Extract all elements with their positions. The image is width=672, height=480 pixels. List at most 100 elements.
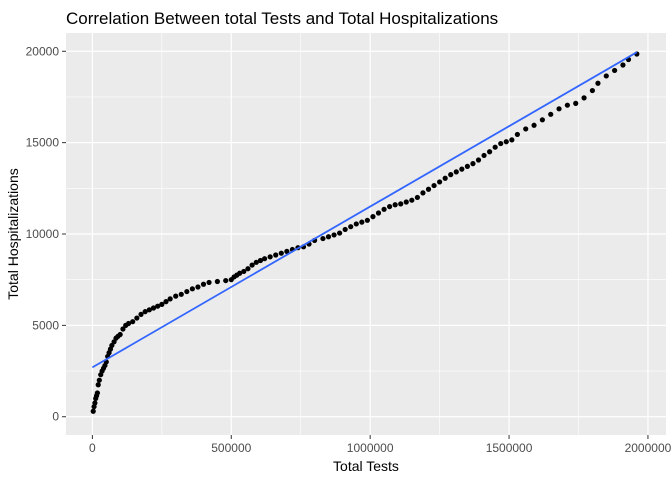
x-axis-title: Total Tests [333,458,399,474]
data-point [523,126,529,132]
y-tick-label: 10000 [26,227,60,241]
data-point [163,299,169,305]
x-tick-label: 1500000 [486,441,533,455]
data-point [189,286,195,292]
data-point [253,259,259,265]
data-point [548,111,554,117]
data-point [364,217,370,223]
data-point [514,131,520,138]
data-point [120,326,126,332]
data-point [381,206,387,212]
y-axis-ticks: 0 5000 10000 15000 20000 [26,44,66,424]
data-point [178,291,184,297]
data-point [470,161,476,167]
data-point [573,100,579,106]
data-point [437,179,443,185]
trend-line-group [91,51,638,369]
data-point [353,221,359,227]
data-point [92,400,98,406]
data-point [612,67,618,74]
data-point [159,301,165,307]
data-point [475,157,482,163]
data-point [90,408,96,414]
chart-title: Correlation Between total Tests and Tota… [66,9,498,28]
data-point [95,382,101,388]
y-tick-label: 5000 [32,318,59,332]
data-point [425,186,432,192]
data-point [142,309,148,315]
data-point [431,182,437,189]
data-point [414,194,420,201]
data-point [342,226,348,233]
data-point [96,377,102,383]
data-point [130,319,136,325]
data-point [257,257,264,264]
data-point [223,277,229,284]
x-tick-label: 1000000 [347,441,394,455]
data-point [237,270,243,276]
data-point [487,149,493,155]
data-point [325,234,332,240]
data-point [134,315,140,321]
data-point [464,163,470,169]
y-tick-label: 0 [52,410,59,424]
data-point [278,250,284,256]
data-point [150,305,157,311]
y-axis-title: Total Hospitalizations [5,168,21,300]
data-point [267,254,273,260]
data-point [241,268,247,275]
data-point [206,279,212,286]
data-point [392,202,398,208]
data-point [387,203,393,210]
data-point [375,210,382,216]
data-point [492,144,498,150]
data-point [125,320,132,327]
data-point [94,390,100,396]
data-point [442,175,448,181]
x-tick-label: 500000 [211,441,251,455]
data-point [448,172,454,178]
data-point [337,230,343,236]
data-point [509,137,515,143]
data-point [200,281,207,287]
data-point [138,311,144,317]
data-point [117,331,123,338]
y-tick-label: 15000 [26,136,60,150]
data-point [403,199,409,205]
data-point [249,262,255,268]
trend-line [91,51,638,369]
data-point [173,293,179,299]
data-point [498,140,504,147]
data-point [359,219,365,225]
data-point [453,169,459,175]
data-point [184,288,190,295]
data-point [409,197,415,203]
x-tick-label: 2000000 [625,441,672,455]
data-point [564,102,570,108]
y-tick-label: 20000 [26,44,60,58]
data-point [503,139,509,145]
data-point [539,117,545,123]
data-point [284,248,290,254]
major-gridlines [66,33,666,435]
data-point [195,284,201,290]
data-point [167,296,173,302]
data-point [262,256,268,262]
data-point [589,87,595,94]
data-point [531,122,537,128]
data-point [595,80,601,86]
x-axis-ticks: 0 500000 1000000 1500000 2000000 [89,435,672,455]
data-point [273,252,279,258]
data-point [370,214,376,220]
data-point [155,303,161,309]
data-point [556,106,562,112]
x-tick-label: 0 [89,441,96,455]
data-point [348,224,354,230]
data-point [603,73,609,79]
data-point [481,152,487,159]
data-point [331,232,337,238]
data-point [320,235,326,242]
data-point [459,166,465,172]
data-point [146,307,152,313]
